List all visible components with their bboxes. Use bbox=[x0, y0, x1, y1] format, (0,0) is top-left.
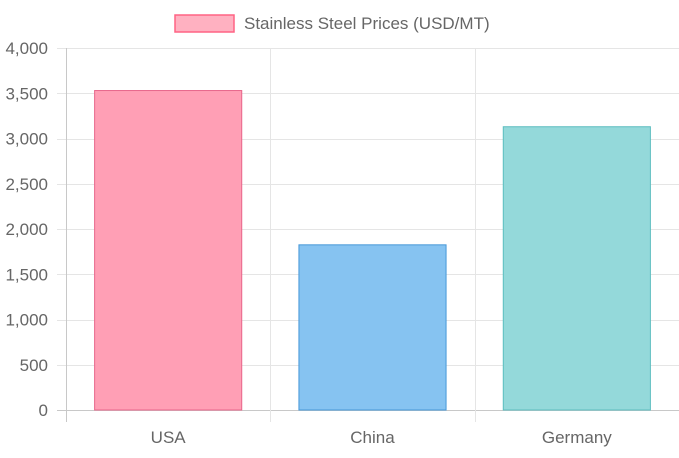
y-tick-label: 3,500 bbox=[5, 84, 48, 103]
y-tick-label: 1,500 bbox=[5, 265, 48, 284]
y-tick-label: 3,000 bbox=[5, 130, 48, 149]
legend-swatch[interactable] bbox=[174, 14, 235, 33]
bar-usa bbox=[94, 90, 243, 411]
y-tick-label: 1,000 bbox=[5, 311, 48, 330]
x-tick-label: Germany bbox=[542, 428, 612, 447]
y-tick-label: 0 bbox=[39, 401, 48, 420]
x-tick-label: USA bbox=[151, 428, 187, 447]
bar-china bbox=[298, 244, 447, 411]
tick-labels: 0 500 1,000 1,500 2,000 2,500 3,000 3,500 4,000 U… bbox=[5, 39, 612, 447]
y-tick-label: 500 bbox=[20, 356, 48, 375]
bar-germany bbox=[502, 126, 651, 411]
legend[interactable]: Stainless Steel Prices (USD/MT) bbox=[174, 14, 490, 33]
legend-label[interactable]: Stainless Steel Prices (USD/MT) bbox=[244, 14, 490, 33]
bars bbox=[94, 90, 651, 411]
y-tick-label: 2,000 bbox=[5, 220, 48, 239]
y-tick-label: 2,500 bbox=[5, 175, 48, 194]
y-tick-label: 4,000 bbox=[5, 39, 48, 58]
x-tick-label: China bbox=[350, 428, 395, 447]
